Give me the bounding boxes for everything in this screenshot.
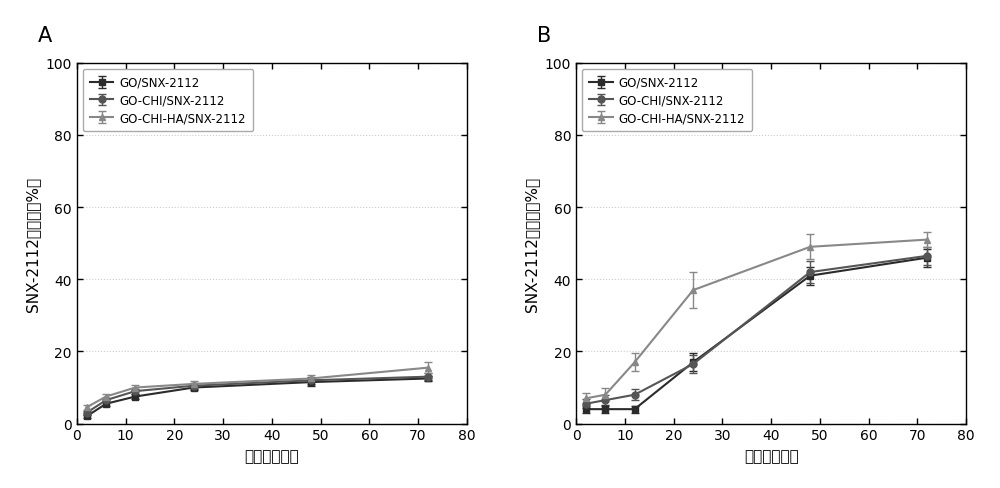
X-axis label: 时间（小时）: 时间（小时） (744, 448, 799, 463)
Y-axis label: SNX-2112释放率（%）: SNX-2112释放率（%） (524, 176, 539, 311)
Y-axis label: SNX-2112释放率（%）: SNX-2112释放率（%） (25, 176, 40, 311)
X-axis label: 时间（小时）: 时间（小时） (244, 448, 299, 463)
Legend: GO/SNX-2112, GO-CHI/SNX-2112, GO-CHI-HA/SNX-2112: GO/SNX-2112, GO-CHI/SNX-2112, GO-CHI-HA/… (582, 70, 752, 132)
Legend: GO/SNX-2112, GO-CHI/SNX-2112, GO-CHI-HA/SNX-2112: GO/SNX-2112, GO-CHI/SNX-2112, GO-CHI-HA/… (83, 70, 253, 132)
Text: A: A (38, 26, 52, 46)
Text: B: B (537, 26, 551, 46)
